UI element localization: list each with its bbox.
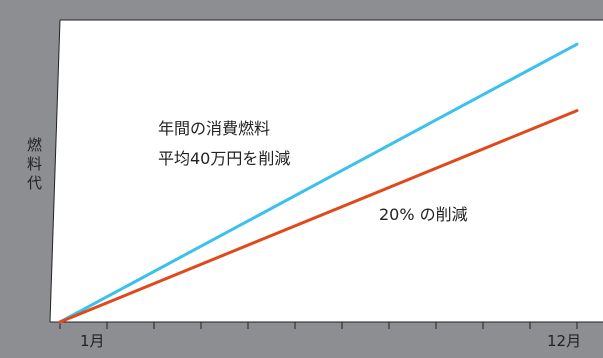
y-axis-line (49, 19, 61, 323)
series-layer (58, 42, 579, 324)
series-line-fuel-cost-blue (58, 42, 579, 324)
annotation-reduction-percent: 20% の削減 (379, 205, 468, 224)
series-line-fuel-cost-red (58, 109, 579, 324)
annotation-annual-fuel-line-1: 年間の消費燃料 (158, 119, 270, 138)
y-axis-label-character: 料 (27, 155, 42, 173)
annotation-annual-fuel-line-2: 平均40万円を削減 (158, 149, 290, 168)
plot-background (50, 20, 603, 322)
x-tick-label-december: 12月 (547, 332, 581, 350)
y-axis-label-character: 燃 (27, 136, 42, 154)
x-axis-ticks (59, 322, 578, 329)
x-tick-label-january: 1月 (80, 332, 105, 350)
y-axis-label-character: 代 (27, 174, 42, 192)
y-axis-label: 燃料代 (27, 136, 42, 192)
